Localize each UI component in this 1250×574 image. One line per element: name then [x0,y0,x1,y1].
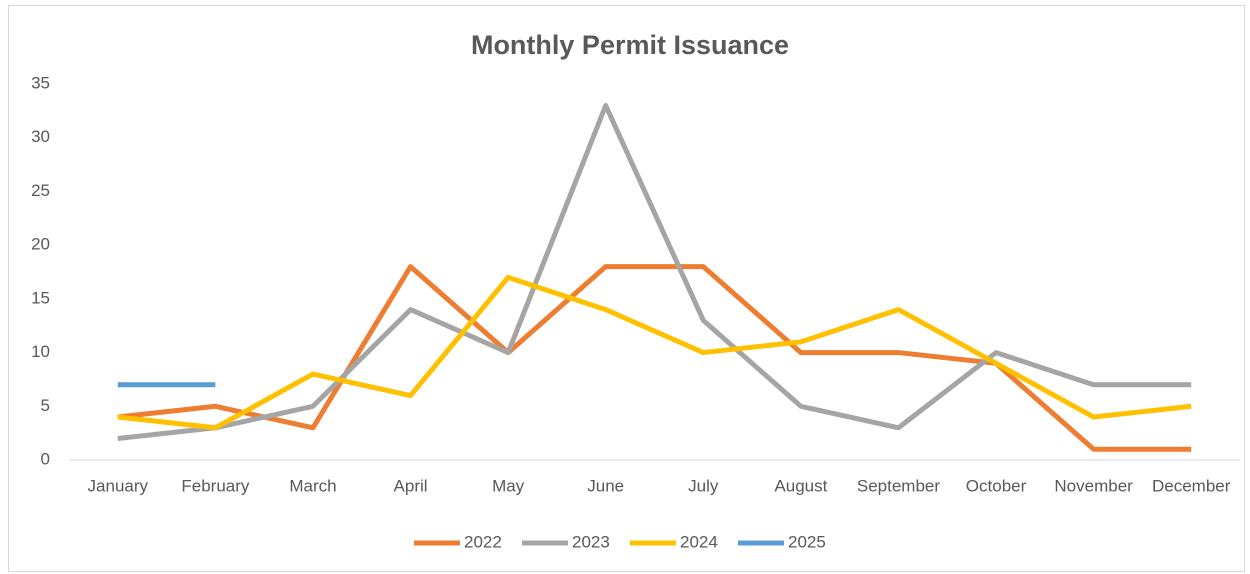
y-tick-label: 35 [31,73,50,92]
series-line [117,102,1192,441]
x-tick-label: May [492,476,525,495]
y-tick-label: 10 [31,342,50,361]
x-tick-label: March [289,476,336,495]
x-tick-label: October [966,476,1027,495]
y-tick-label: 5 [41,396,50,415]
x-tick-label: November [1054,476,1133,495]
x-tick-label: January [88,476,149,495]
chart-frame [8,5,1245,572]
x-tick-label: April [394,476,428,495]
legend-label: 2025 [788,532,826,551]
y-tick-label: 0 [41,449,50,468]
x-tick-label: February [181,476,250,495]
chart-title: Monthly Permit Issuance [471,30,789,60]
y-tick-label: 30 [31,127,50,146]
x-tick-label: September [857,476,940,495]
series-line [117,274,1192,431]
x-tick-label: July [688,476,719,495]
legend-label: 2023 [572,532,610,551]
x-tick-label: December [1152,476,1231,495]
series-line [117,264,1192,452]
x-tick-label: August [774,476,827,495]
y-tick-label: 20 [31,235,50,254]
y-tick-label: 15 [31,288,50,307]
legend-label: 2022 [464,532,502,551]
legend-label: 2024 [680,532,718,551]
y-tick-label: 25 [31,181,50,200]
x-tick-label: June [587,476,624,495]
